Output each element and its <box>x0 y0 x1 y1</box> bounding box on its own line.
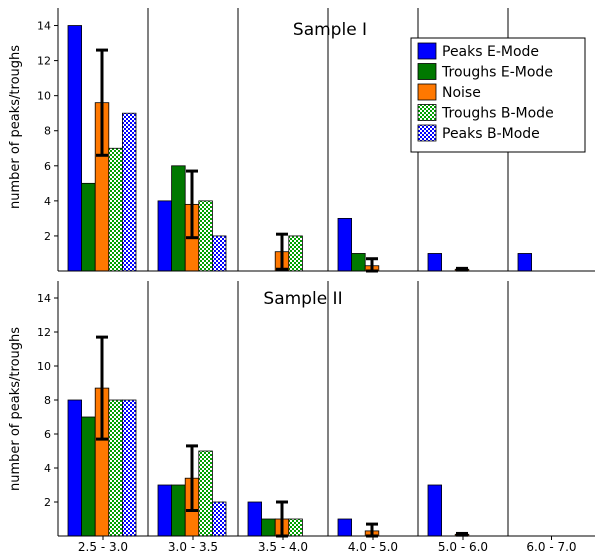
legend-swatch-noise <box>417 83 437 101</box>
legend-label-peaks-b-mode: Peaks B-Mode <box>442 126 540 142</box>
legend-label-peaks-e-mode: Peaks E-Mode <box>442 44 539 60</box>
y-tick-label: 12 <box>37 326 51 339</box>
bar-peaks-e-mode <box>517 253 533 272</box>
y-tick-label: 12 <box>37 55 51 68</box>
y-axis-label-bottom: number of peaks/troughs <box>8 327 23 491</box>
bar-peaks-e-mode <box>337 518 353 537</box>
x-tick-label: 6.0 - 7.0 <box>526 540 576 554</box>
bar-troughs-b-mode <box>108 399 123 537</box>
bar-troughs-e-mode <box>351 253 366 272</box>
panel-sample-1: 2 4 6 8 10 12 14 Sample I <box>37 8 595 273</box>
y-tick-label: 14 <box>37 292 51 305</box>
y-tick-label: 10 <box>37 360 51 373</box>
legend-label-troughs-e-mode: Troughs E-Mode <box>441 65 553 81</box>
bar-peaks-e-mode <box>157 484 173 537</box>
x-tick-label: 4.0 - 5.0 <box>348 540 398 554</box>
bar-troughs-e-mode <box>171 484 186 537</box>
bar-troughs-e-mode <box>261 518 276 537</box>
y-tick-label: 2 <box>44 230 51 243</box>
legend-swatch-troughs-e-mode <box>417 63 437 80</box>
bar-peaks-e-mode <box>427 484 443 537</box>
bar-peaks-e-mode <box>427 253 443 272</box>
bar-peaks-b-mode <box>122 399 137 537</box>
legend-box <box>410 37 586 153</box>
y-tick-label: 4 <box>44 462 51 475</box>
bar-peaks-e-mode <box>337 217 353 272</box>
y-tick-label: 2 <box>44 496 51 509</box>
y-tick-label: 6 <box>44 160 51 173</box>
legend-swatch-peaks-e-mode <box>417 42 437 60</box>
bar-peaks-e-mode <box>67 399 83 537</box>
y-tick-label: 8 <box>44 394 51 407</box>
bar-troughs-b-mode <box>198 450 213 537</box>
x-tick-label: 3.5 - 4.0 <box>258 540 308 554</box>
bar-troughs-e-mode <box>81 182 96 272</box>
bar-peaks-e-mode <box>157 200 173 272</box>
panel-title: Sample I <box>293 20 367 40</box>
y-tick-label: 14 <box>37 20 51 33</box>
panel-sample-2: 2 4 6 8 10 12 14 Sample II <box>37 281 595 538</box>
x-tick-label: 3.0 - 3.5 <box>168 540 218 554</box>
bar-troughs-b-mode <box>108 147 123 272</box>
bar-troughs-b-mode <box>288 235 303 272</box>
y-tick-label: 8 <box>44 125 51 138</box>
bar-peaks-e-mode <box>247 501 263 537</box>
bar-troughs-b-mode <box>288 518 303 537</box>
bar-troughs-e-mode <box>81 416 96 537</box>
y-tick-label: 4 <box>44 195 51 208</box>
legend: Peaks E-Mode Troughs E-Mode Noise Troughs B… <box>410 37 586 153</box>
y-tick-label: 10 <box>37 90 51 103</box>
bar-peaks-b-mode <box>122 112 137 272</box>
x-axis-category-labels: 2.5 - 3.0 3.0 - 3.5 3.5 - 4.0 4.0 - 5.0 5.0 … <box>78 536 577 554</box>
legend-label-noise: Noise <box>442 85 481 101</box>
x-tick-label: 5.0 - 6.0 <box>438 540 488 554</box>
legend-swatch-troughs-b-mode <box>417 104 437 121</box>
legend-swatch-peaks-b-mode <box>417 124 437 142</box>
y-axis-label-top: number of peaks/troughs <box>8 45 23 209</box>
x-tick-label: 2.5 - 3.0 <box>78 540 128 554</box>
legend-label-troughs-b-mode: Troughs B-Mode <box>441 106 554 122</box>
bar-peaks-e-mode <box>67 25 83 272</box>
bar-troughs-e-mode <box>171 165 186 272</box>
bar-peaks-b-mode <box>211 501 227 537</box>
y-tick-label: 6 <box>44 428 51 441</box>
panel-title: Sample II <box>263 289 342 309</box>
bar-troughs-b-mode <box>198 200 213 272</box>
bar-peaks-b-mode <box>211 235 227 272</box>
